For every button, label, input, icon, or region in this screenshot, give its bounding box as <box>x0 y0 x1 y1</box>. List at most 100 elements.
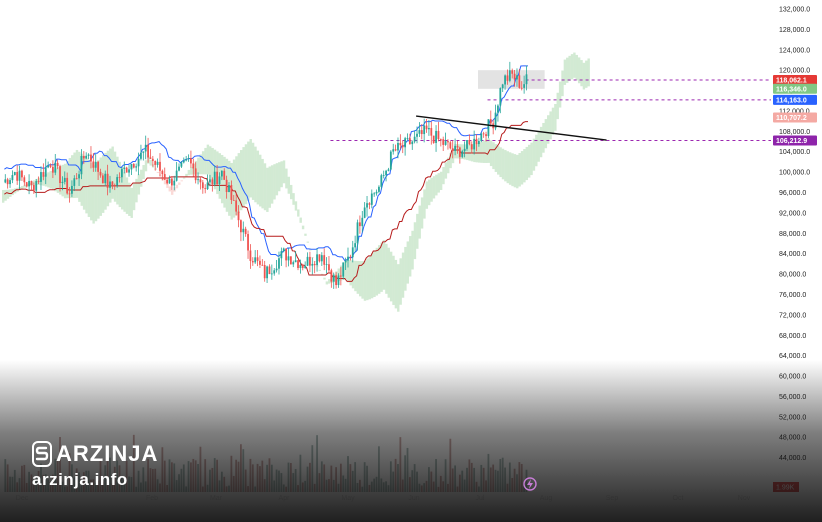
candle-body <box>387 169 390 171</box>
cloud-segment <box>418 205 421 239</box>
cloud-segment <box>247 141 250 201</box>
candle-body <box>59 166 61 184</box>
volume-bar <box>504 467 506 492</box>
cloud-segment <box>99 157 102 216</box>
volume-bar <box>292 473 295 492</box>
cloud-segment <box>137 174 141 195</box>
volume-bar <box>268 458 271 492</box>
volume-bar <box>437 486 440 492</box>
candle-body <box>135 166 138 168</box>
candle-body <box>444 141 447 145</box>
cloud-segment <box>280 161 283 188</box>
volume-bar <box>387 485 390 492</box>
volume-bar <box>375 476 378 492</box>
volume-bar <box>16 482 19 492</box>
candle-body <box>318 254 321 262</box>
candle-body <box>525 74 528 85</box>
volume-bar <box>423 483 426 492</box>
time-tick-label: Feb <box>146 495 158 502</box>
volume-bar <box>263 479 266 492</box>
volume-bar <box>463 479 466 492</box>
candle-body <box>166 179 169 184</box>
time-tick-label: Aug <box>540 495 553 502</box>
volume-bar <box>425 480 428 492</box>
cloud-segment <box>6 189 10 199</box>
volume-bar <box>347 456 349 492</box>
candle-body <box>199 179 202 183</box>
candle-body <box>416 133 418 137</box>
volume-bar <box>368 484 371 492</box>
candle-body <box>287 256 290 261</box>
cloud-segment <box>551 107 555 136</box>
volume-bar <box>163 460 166 492</box>
volume-bar <box>470 462 473 492</box>
volume-bar <box>363 462 366 492</box>
cloud-segment <box>97 159 100 219</box>
volume-bar <box>480 464 483 492</box>
candle-body <box>297 260 299 269</box>
volume-bar <box>475 481 478 492</box>
candle-body <box>266 266 268 279</box>
volume-bar <box>259 466 261 492</box>
candle-body <box>354 243 357 248</box>
cloud-segment <box>466 144 469 161</box>
candle-body <box>282 248 285 252</box>
time-tick-label: Oct <box>673 495 684 502</box>
candle-body <box>485 134 487 137</box>
cloud-segment <box>489 140 493 167</box>
time-tick-label: Apr <box>279 495 291 502</box>
candle-body <box>425 125 428 130</box>
volume-bar <box>4 459 7 492</box>
time-axis[interactable]: Dec 2025 Feb Mar Apr May Jun Jul Aug Sep Oct Nov <box>16 495 751 502</box>
cloud-segment <box>242 147 245 208</box>
volume-bar <box>273 480 276 492</box>
volume-bar <box>182 464 185 492</box>
candle-body <box>175 170 178 181</box>
candle-body <box>418 130 421 134</box>
cloud-segment <box>575 54 578 81</box>
volume-bar <box>287 462 290 492</box>
cloud-segment <box>232 159 236 218</box>
candle-body <box>16 172 19 181</box>
candle-body <box>406 138 409 139</box>
cloud-segment <box>289 184 293 200</box>
cloud-segment <box>351 260 355 289</box>
volume-bar <box>325 479 328 492</box>
candle-body <box>447 141 449 143</box>
cloud-segment <box>520 151 524 185</box>
candle-body <box>299 264 302 269</box>
candle-body <box>182 160 185 163</box>
volume-bar <box>316 435 318 492</box>
coin-s-icon <box>32 441 52 467</box>
candle-body <box>28 180 30 187</box>
volume-bar <box>366 465 368 492</box>
cloud-segment <box>363 261 367 301</box>
candle-body <box>237 211 240 221</box>
cloud-segment <box>485 139 488 163</box>
cloud-segment <box>206 144 210 175</box>
trendline[interactable] <box>416 115 607 141</box>
candle-body <box>311 263 314 266</box>
cloud-segment <box>580 60 583 87</box>
candle-body <box>151 158 154 161</box>
cloud-segment <box>4 189 7 201</box>
volume-bar <box>251 464 254 492</box>
volume-bar <box>404 455 407 492</box>
volume-bar <box>399 437 402 492</box>
cloud-segment <box>511 153 514 187</box>
cloud-segment <box>273 164 276 200</box>
volume-bar <box>275 469 278 492</box>
candle-body <box>270 273 273 275</box>
candle-body <box>435 130 437 143</box>
cloud-segment <box>506 151 509 184</box>
cloud-segment <box>401 252 405 298</box>
volume-bar <box>278 470 280 492</box>
volume-bar <box>492 464 495 492</box>
price-label-text: 106,212.9 <box>776 138 807 145</box>
volume-bar <box>516 474 518 492</box>
candle-body <box>75 178 78 180</box>
volume-bar <box>235 459 238 492</box>
cloud-segment <box>482 140 486 163</box>
cloud-segment <box>113 151 117 202</box>
lightning-circle-icon[interactable] <box>522 476 538 492</box>
